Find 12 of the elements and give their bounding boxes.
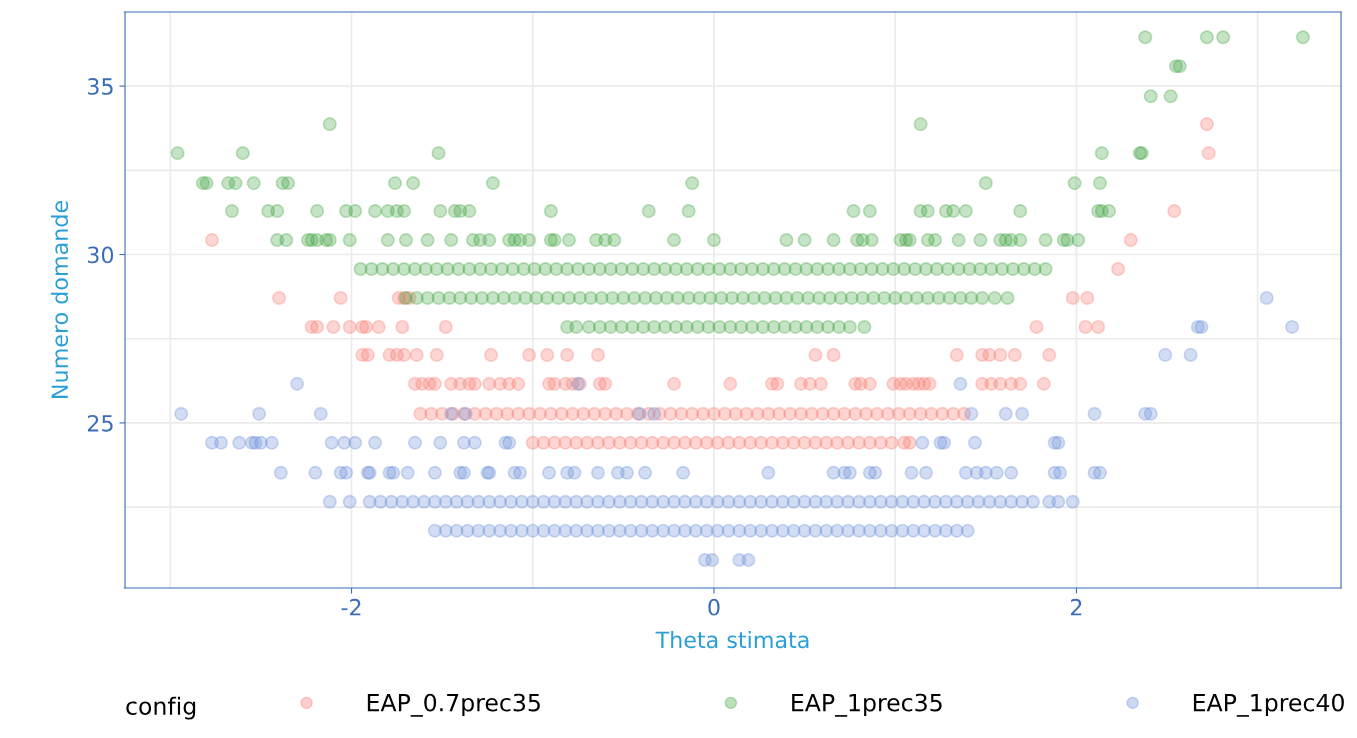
y-tick-label: 25 [87, 414, 113, 432]
x-axis-title: Theta stimata [655, 631, 809, 649]
y-axis-title: Numero domande [50, 201, 69, 398]
x-tick-label: -2 [341, 598, 361, 616]
y-tick-label: 35 [88, 78, 113, 95]
legend-title: config [126, 696, 196, 720]
legend-label: EAP_0.7prec35 [367, 693, 540, 717]
y-tick-label: 30 [88, 246, 114, 264]
x-tick-label: 2 [1070, 598, 1082, 616]
legend-label: EAP_1prec40 [1193, 693, 1344, 717]
legend-label: EAP_1prec35 [792, 693, 942, 717]
x-tick-label: 0 [708, 598, 720, 616]
